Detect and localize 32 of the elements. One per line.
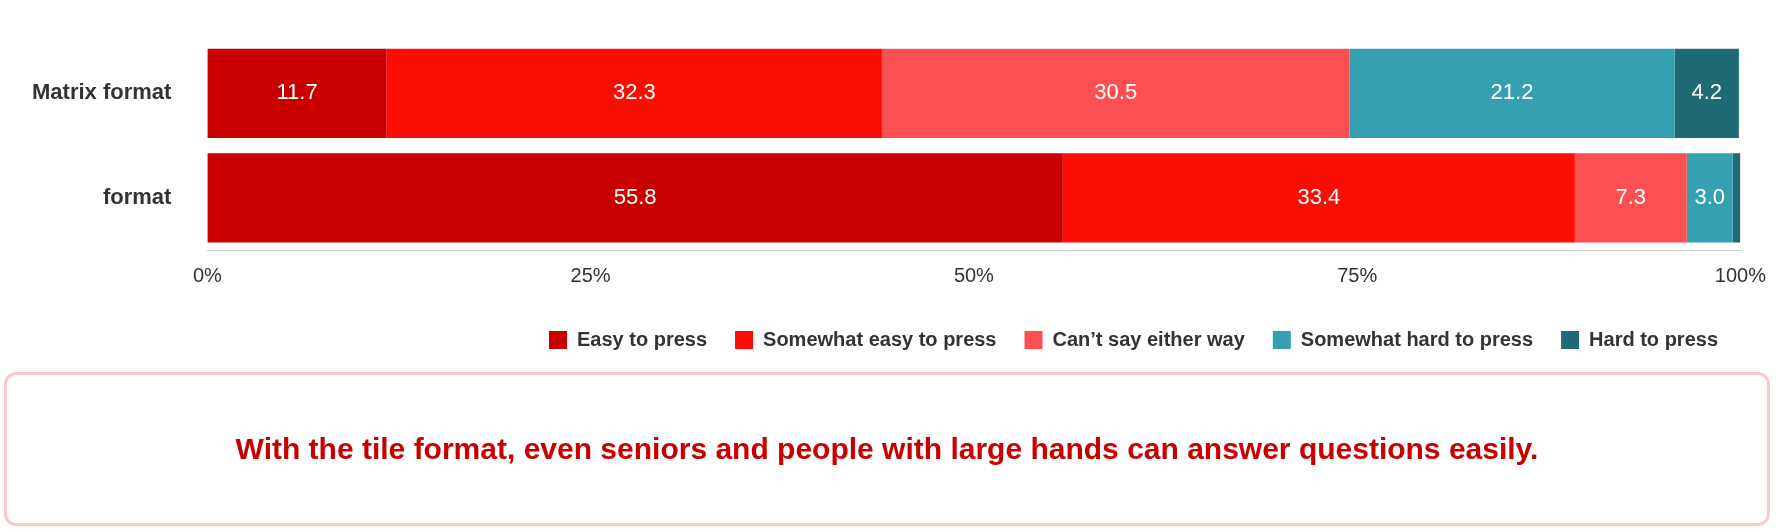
legend-label: Hard to press <box>1589 327 1719 350</box>
bar <box>1349 48 1675 139</box>
x-tick-label: 100% <box>1714 263 1767 286</box>
text: With the tile format, even seniors and people with large hands can answer questions easily. <box>4 372 1770 526</box>
legend-label: Easy to press <box>577 327 708 350</box>
bar <box>207 153 1063 243</box>
data-label: 32.3 <box>612 79 656 105</box>
data-label: 4.2 <box>1691 79 1722 105</box>
legend-label: Can’t say either way <box>1052 327 1246 350</box>
x-tick-label: 25% <box>570 263 611 286</box>
bar <box>1062 153 1575 243</box>
x-tick-label: 0% <box>192 263 223 286</box>
bar <box>1686 153 1733 243</box>
bar <box>1574 153 1687 243</box>
legend-label: Somewhat easy to press <box>763 327 997 350</box>
data-label: 7.3 <box>1615 183 1647 209</box>
bar <box>1732 153 1741 243</box>
x-tick-label: 75% <box>1337 263 1378 286</box>
data-label: 21.2 <box>1490 79 1534 105</box>
bar <box>386 48 882 139</box>
bar <box>207 48 387 139</box>
data-label: 30.5 <box>1094 79 1138 105</box>
bar <box>1674 48 1739 139</box>
y-tick-label: Matrix format <box>32 79 173 105</box>
legend-label: Somewhat hard to press <box>1300 327 1534 350</box>
data-label: 33.4 <box>1297 183 1341 209</box>
data-label: 11.7 <box>276 79 318 105</box>
bar <box>881 48 1350 139</box>
data-label: 55.8 <box>613 183 657 209</box>
x-tick-label: 50% <box>953 263 995 286</box>
data-label: 3.0 <box>1694 183 1726 209</box>
y-tick-label: format <box>102 183 173 209</box>
